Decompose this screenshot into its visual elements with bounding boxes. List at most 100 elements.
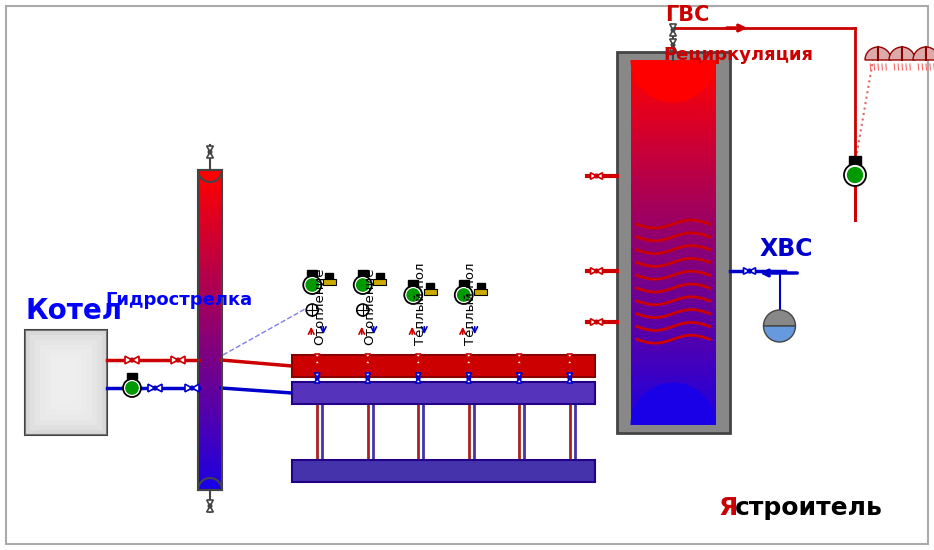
Bar: [630, 267, 715, 273]
Text: Теплый пол: Теплый пол: [414, 262, 427, 345]
Polygon shape: [670, 24, 676, 30]
Bar: [55, 360, 77, 405]
Circle shape: [306, 304, 318, 316]
Bar: [630, 316, 715, 322]
Bar: [199, 170, 221, 176]
Text: Теплый пол: Теплый пол: [464, 262, 477, 345]
Bar: [199, 282, 221, 288]
Bar: [630, 304, 715, 310]
Bar: [199, 255, 221, 261]
Bar: [630, 127, 715, 134]
Bar: [630, 249, 715, 255]
Bar: [630, 352, 715, 359]
Bar: [630, 109, 715, 116]
Wedge shape: [630, 60, 715, 102]
Polygon shape: [315, 378, 320, 383]
Polygon shape: [148, 384, 155, 392]
Circle shape: [595, 320, 599, 324]
Bar: [630, 297, 715, 304]
Bar: [630, 218, 715, 225]
Polygon shape: [416, 354, 421, 359]
Wedge shape: [630, 382, 715, 425]
Bar: [630, 413, 715, 420]
Circle shape: [177, 358, 180, 362]
Polygon shape: [517, 373, 522, 378]
Bar: [630, 96, 715, 103]
Polygon shape: [517, 378, 522, 383]
Polygon shape: [132, 356, 139, 364]
Bar: [630, 407, 715, 414]
Circle shape: [467, 357, 471, 361]
Bar: [630, 121, 715, 128]
Bar: [199, 261, 221, 267]
Bar: [630, 194, 715, 200]
Bar: [127, 373, 137, 380]
Bar: [199, 197, 221, 202]
Bar: [199, 191, 221, 197]
Text: строитель: строитель: [735, 496, 883, 520]
Circle shape: [417, 376, 420, 380]
Bar: [199, 175, 221, 181]
Circle shape: [595, 174, 599, 178]
Bar: [199, 304, 221, 309]
Bar: [630, 90, 715, 97]
Bar: [630, 84, 715, 91]
Bar: [630, 322, 715, 328]
Circle shape: [458, 289, 470, 301]
Circle shape: [467, 376, 471, 380]
Bar: [50, 355, 82, 410]
Bar: [40, 345, 92, 420]
Circle shape: [672, 28, 674, 32]
Bar: [199, 378, 221, 384]
Bar: [325, 273, 333, 279]
Polygon shape: [590, 173, 597, 179]
Circle shape: [568, 376, 572, 380]
Circle shape: [455, 286, 473, 304]
Bar: [630, 60, 715, 67]
Polygon shape: [192, 384, 199, 392]
Bar: [374, 279, 386, 285]
Polygon shape: [185, 384, 192, 392]
Bar: [199, 309, 221, 315]
Bar: [630, 340, 715, 346]
Polygon shape: [466, 359, 472, 364]
Bar: [199, 250, 221, 256]
Polygon shape: [597, 318, 602, 325]
Bar: [630, 78, 715, 85]
Bar: [199, 336, 221, 341]
Bar: [199, 426, 221, 432]
Circle shape: [123, 379, 141, 397]
Bar: [630, 334, 715, 340]
Circle shape: [844, 164, 866, 186]
Text: Отопление: Отопление: [363, 267, 376, 345]
Bar: [199, 480, 221, 485]
Circle shape: [407, 289, 419, 301]
Polygon shape: [517, 359, 522, 364]
Bar: [199, 245, 221, 250]
Bar: [630, 291, 715, 298]
Bar: [630, 261, 715, 267]
Bar: [630, 182, 715, 188]
Wedge shape: [865, 47, 891, 60]
Wedge shape: [763, 326, 796, 342]
Circle shape: [208, 150, 212, 154]
Bar: [292, 355, 595, 377]
Circle shape: [316, 357, 319, 361]
Bar: [630, 145, 715, 152]
Bar: [630, 364, 715, 371]
Bar: [630, 358, 715, 365]
Bar: [198, 170, 222, 490]
Bar: [630, 255, 715, 261]
Bar: [199, 330, 221, 336]
Polygon shape: [597, 268, 602, 274]
Polygon shape: [315, 359, 320, 364]
Bar: [630, 370, 715, 377]
Bar: [630, 103, 715, 109]
Polygon shape: [670, 45, 676, 51]
Polygon shape: [365, 373, 371, 378]
Bar: [292, 382, 595, 404]
Bar: [630, 400, 715, 407]
Bar: [199, 394, 221, 400]
Bar: [199, 239, 221, 245]
Polygon shape: [567, 378, 573, 383]
